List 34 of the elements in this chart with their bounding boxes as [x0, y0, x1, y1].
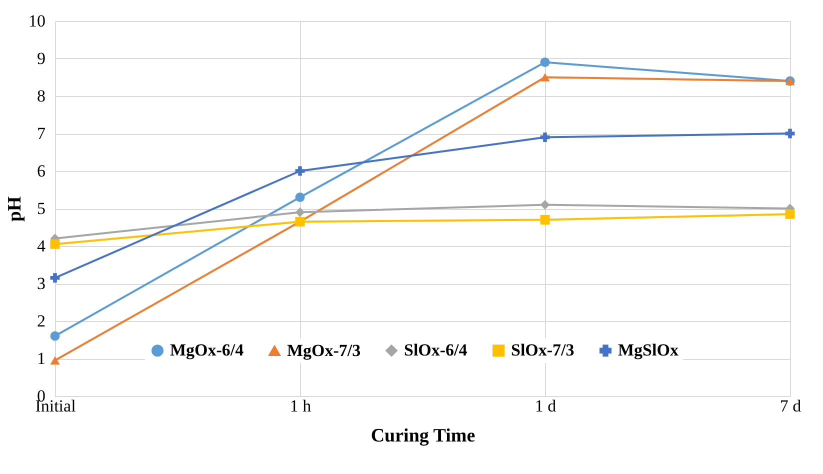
point — [295, 192, 305, 202]
legend-label: MgSlOx — [618, 340, 679, 360]
legend-label: MgOx-6/4 — [170, 340, 244, 360]
y-axis-title: pH — [4, 196, 26, 222]
y-tick-label: 1 — [37, 349, 46, 368]
point — [785, 209, 795, 219]
point — [540, 132, 550, 142]
point — [295, 166, 305, 176]
point — [50, 273, 60, 283]
point — [540, 58, 550, 67]
y-tick-label: 10 — [28, 12, 46, 30]
point — [540, 73, 550, 82]
y-tick-label: 9 — [37, 49, 46, 68]
legend-label: SlOx-6/4 — [404, 340, 468, 360]
x-axis-title: Curing Time — [370, 426, 476, 446]
y-tick-label: 5 — [37, 199, 46, 218]
legend-label: MgOx-7/3 — [287, 340, 361, 360]
point — [295, 208, 305, 217]
point — [540, 200, 550, 210]
point — [50, 356, 60, 364]
legend-label: SlOx-7/3 — [511, 340, 574, 360]
point — [50, 331, 60, 341]
point — [540, 215, 550, 224]
x-tick-label: 7 d — [780, 396, 802, 416]
point — [785, 128, 795, 138]
y-tick-label: 3 — [37, 274, 46, 293]
y-tick-label: 8 — [37, 86, 46, 106]
point — [50, 239, 60, 249]
y-tick-label: 6 — [37, 162, 46, 180]
y-tick-label: 4 — [37, 236, 46, 256]
x-tick-label: 1 d — [534, 396, 557, 416]
y-tick-label: 2 — [37, 312, 46, 330]
x-tick-label: 1 h — [290, 396, 312, 416]
y-tick-label: 7 — [37, 124, 46, 143]
